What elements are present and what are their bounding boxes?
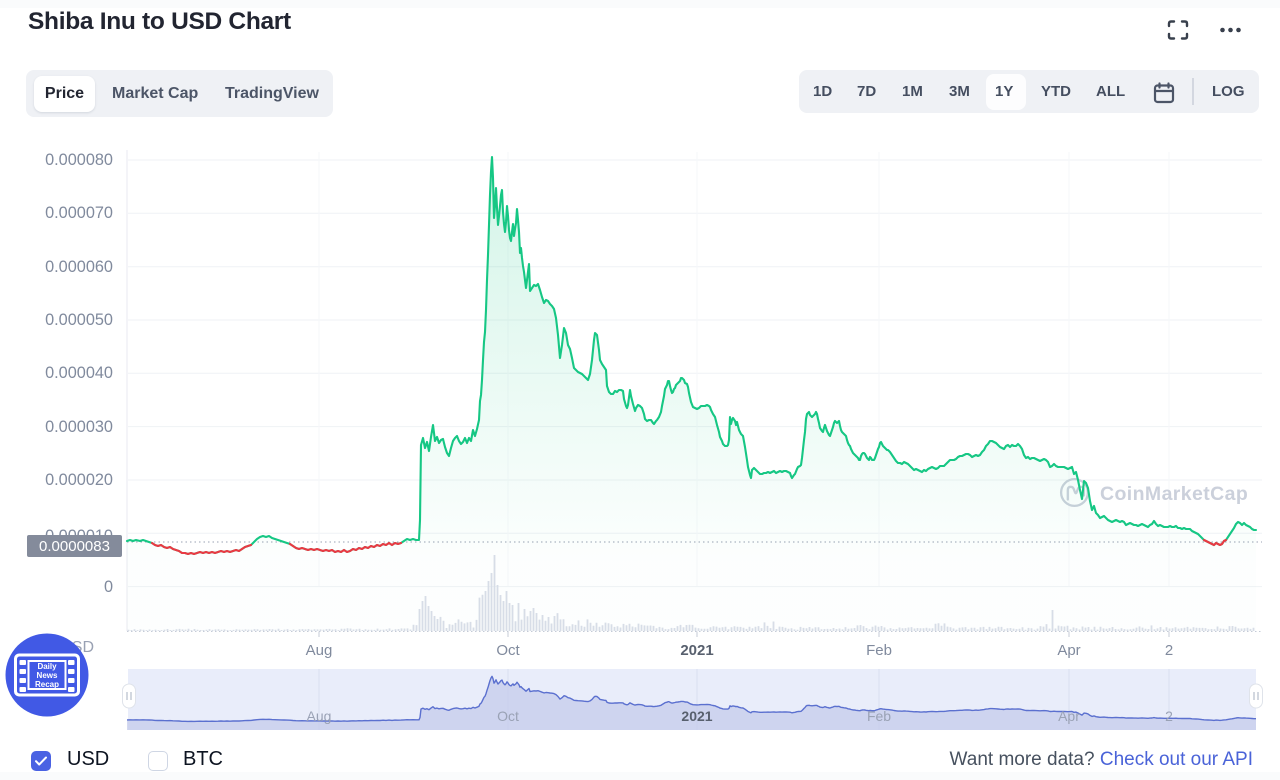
svg-text:Feb: Feb <box>867 708 891 724</box>
svg-text:0.000080: 0.000080 <box>45 151 113 169</box>
svg-text:Apr: Apr <box>1057 642 1080 659</box>
svg-text:0: 0 <box>104 578 113 596</box>
svg-text:2: 2 <box>1165 642 1173 659</box>
svg-text:Oct: Oct <box>497 708 519 724</box>
svg-text:Recap: Recap <box>35 680 59 689</box>
svg-text:0.000020: 0.000020 <box>45 471 113 489</box>
svg-text:0.000040: 0.000040 <box>45 364 113 382</box>
svg-text:Daily: Daily <box>37 662 57 671</box>
svg-text:Apr: Apr <box>1058 708 1080 724</box>
svg-text:0.0000083: 0.0000083 <box>39 538 110 555</box>
svg-text:Aug: Aug <box>307 708 332 724</box>
svg-text:0.000030: 0.000030 <box>45 418 113 436</box>
svg-text:Feb: Feb <box>866 642 892 659</box>
svg-text:0.000050: 0.000050 <box>45 311 113 329</box>
svg-text:Aug: Aug <box>306 642 333 659</box>
svg-text:CoinMarketCap: CoinMarketCap <box>1100 483 1248 505</box>
svg-text:Oct: Oct <box>496 642 520 659</box>
svg-text:2021: 2021 <box>681 708 712 724</box>
svg-text:0.000070: 0.000070 <box>45 204 113 222</box>
svg-text:News: News <box>37 671 58 680</box>
svg-text:2021: 2021 <box>680 642 713 659</box>
svg-text:0.000060: 0.000060 <box>45 258 113 276</box>
svg-text:2: 2 <box>1165 708 1173 724</box>
